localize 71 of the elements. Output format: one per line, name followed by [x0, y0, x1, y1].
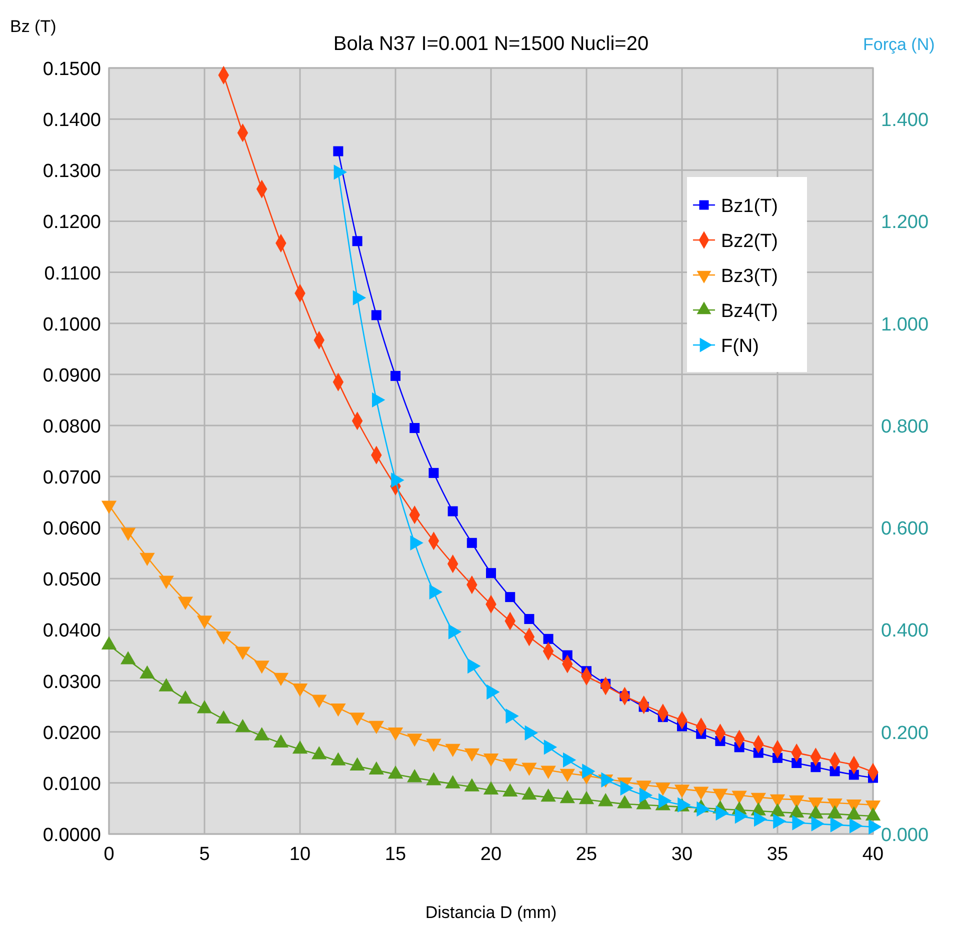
point — [734, 808, 748, 824]
point — [486, 684, 500, 700]
point — [792, 815, 806, 830]
point — [410, 535, 424, 551]
point — [334, 164, 347, 180]
y-tick-label: 0.0300 — [42, 672, 101, 693]
y2-tick-label: 0.800 — [881, 416, 929, 438]
y2-tick-label: 0.000 — [881, 825, 929, 846]
y2-axis-title: Força (N) — [863, 35, 935, 54]
y-tick-label: 0.1000 — [42, 314, 101, 336]
legend-label: Bz2(T) — [721, 231, 778, 252]
x-tick-label: 30 — [671, 844, 693, 865]
y2-tick-label: 1.400 — [881, 110, 929, 132]
y-tick-label: 0.1500 — [42, 59, 101, 80]
y2-tick-label: 1.200 — [881, 212, 929, 234]
point — [850, 818, 863, 834]
y-tick-label: 0.0000 — [42, 825, 101, 846]
point — [811, 816, 824, 832]
legend-label: F(N) — [721, 336, 759, 357]
point — [391, 472, 404, 488]
point — [639, 788, 653, 803]
y-tick-label: 0.0400 — [42, 620, 101, 642]
x-tick-label: 5 — [199, 844, 210, 865]
point — [601, 772, 614, 788]
legend-label: Bz1(T) — [721, 196, 778, 217]
y-axis-title: Bz (T) — [10, 17, 56, 36]
point — [620, 780, 634, 796]
legend-label: Bz3(T) — [721, 266, 778, 287]
point — [582, 764, 596, 779]
y2-tick-label: 0.200 — [881, 722, 929, 744]
y-tick-label: 0.1100 — [44, 263, 101, 284]
point — [429, 584, 442, 600]
point — [448, 624, 462, 640]
point — [754, 812, 768, 827]
point — [524, 725, 538, 740]
y2-tick-label: 0.400 — [881, 620, 929, 642]
chart-title: Bola N37 I=0.001 N=1500 Nucli=20 — [333, 33, 649, 55]
point — [506, 708, 519, 724]
point — [830, 817, 844, 832]
y-tick-label: 0.0600 — [42, 518, 101, 540]
point — [372, 392, 386, 408]
point — [544, 740, 558, 755]
x-axis-title: Distancia D (mm) — [425, 903, 557, 922]
point — [468, 658, 481, 674]
x-tick-label: 40 — [862, 844, 884, 865]
point — [696, 801, 710, 817]
y-tick-label: 0.1200 — [42, 212, 101, 234]
x-tick-label: 20 — [480, 844, 502, 865]
y-tick-label: 0.0100 — [42, 774, 101, 795]
y-tick-label: 0.0900 — [42, 365, 101, 386]
y-tick-label: 0.1400 — [42, 110, 101, 132]
y-tick-label: 0.0500 — [42, 570, 101, 591]
point — [773, 814, 786, 829]
x-tick-label: 10 — [289, 844, 311, 865]
point — [678, 797, 691, 812]
y2-tick-label: 0.600 — [881, 518, 929, 540]
x-tick-label: 25 — [576, 844, 598, 865]
y-tick-label: 0.1300 — [42, 161, 101, 182]
x-tick-label: 0 — [104, 844, 114, 865]
y-tick-label: 0.0800 — [42, 416, 101, 438]
x-tick-label: 35 — [766, 844, 788, 865]
point — [563, 752, 576, 768]
y-tick-label: 0.0700 — [42, 468, 101, 489]
point — [716, 805, 729, 821]
legend-label: Bz4(T) — [721, 301, 778, 322]
point — [658, 793, 672, 808]
point — [352, 290, 366, 306]
y2-tick-label: 1.000 — [881, 314, 929, 336]
x-tick-label: 15 — [384, 844, 406, 865]
y-tick-label: 0.0200 — [42, 722, 101, 744]
point — [868, 819, 881, 834]
